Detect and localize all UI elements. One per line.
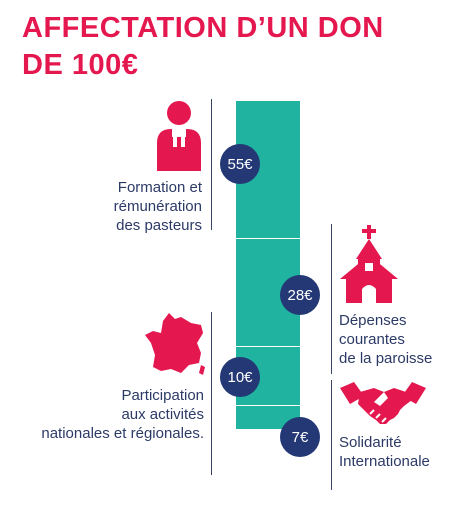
amount-badge-solidarity: 7€: [280, 417, 320, 457]
connector-line-parish: [331, 224, 332, 374]
amount-badge-parish: 28€: [280, 275, 320, 315]
page-title: AFFECTATION D’UN DON DE 100€: [22, 10, 384, 84]
connector-line-pastors: [211, 99, 212, 230]
label-parish: Dépenses courantes de la paroisse: [339, 312, 433, 367]
france-map-icon: [145, 313, 205, 375]
church-icon: [340, 225, 398, 303]
connector-line-national: [211, 312, 212, 475]
pastor-icon: [157, 101, 201, 171]
segment-divider: [236, 405, 300, 406]
label-national: Participation aux activités nationales e…: [41, 387, 204, 442]
title-line-2: DE 100€: [22, 49, 139, 81]
segment-divider: [236, 238, 300, 239]
handshake-icon: [340, 382, 426, 424]
label-pastors: Formation et rémunération des pasteurs: [113, 179, 202, 234]
label-solidarity: Solidarité Internationale: [339, 434, 430, 470]
amount-badge-national: 10€: [220, 357, 260, 397]
amount-badge-pastors: 55€: [220, 144, 260, 184]
title-line-1: AFFECTATION D’UN DON: [22, 12, 384, 44]
segment-divider: [236, 346, 300, 347]
connector-line-solidarity: [331, 380, 332, 490]
